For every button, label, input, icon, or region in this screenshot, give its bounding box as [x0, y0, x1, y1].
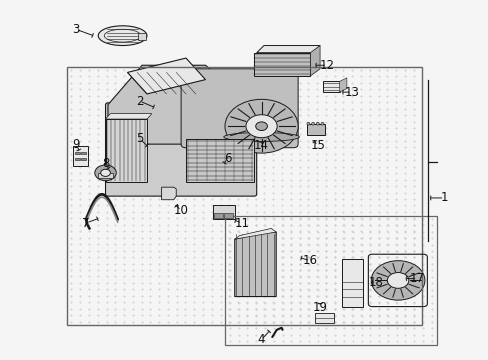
- Ellipse shape: [224, 132, 299, 141]
- FancyBboxPatch shape: [105, 103, 256, 196]
- Text: 3: 3: [72, 23, 80, 36]
- Polygon shape: [108, 65, 254, 144]
- Ellipse shape: [104, 29, 141, 42]
- Ellipse shape: [316, 122, 319, 125]
- Circle shape: [255, 122, 267, 131]
- Polygon shape: [310, 45, 320, 76]
- Text: 19: 19: [312, 301, 327, 314]
- Bar: [75, 158, 80, 160]
- Bar: [73, 146, 88, 166]
- Bar: [254, 53, 310, 76]
- Bar: [138, 33, 145, 40]
- Bar: [81, 158, 86, 160]
- Bar: [98, 173, 113, 178]
- Bar: [105, 119, 147, 182]
- Text: 6: 6: [223, 152, 231, 165]
- Polygon shape: [256, 45, 320, 53]
- Circle shape: [224, 99, 298, 153]
- Text: 1: 1: [440, 192, 447, 204]
- Text: 5: 5: [136, 132, 143, 145]
- Bar: [341, 259, 362, 307]
- Circle shape: [386, 273, 408, 288]
- Text: 7: 7: [82, 216, 90, 230]
- Text: 17: 17: [409, 272, 424, 285]
- Text: 14: 14: [254, 139, 268, 152]
- Bar: [213, 213, 222, 219]
- Bar: [81, 152, 86, 154]
- Circle shape: [245, 115, 277, 138]
- Polygon shape: [234, 232, 276, 297]
- Text: 13: 13: [344, 86, 359, 99]
- Bar: [212, 205, 234, 220]
- Text: 16: 16: [302, 254, 317, 267]
- Text: 4: 4: [257, 333, 265, 346]
- Bar: [306, 124, 325, 135]
- Ellipse shape: [98, 26, 147, 45]
- Bar: [75, 152, 80, 154]
- Polygon shape: [322, 81, 339, 92]
- Text: 10: 10: [173, 204, 188, 217]
- Bar: [224, 213, 232, 219]
- FancyBboxPatch shape: [181, 69, 298, 148]
- Bar: [66, 67, 422, 325]
- Ellipse shape: [306, 122, 309, 125]
- Polygon shape: [127, 58, 205, 94]
- Circle shape: [95, 165, 116, 181]
- Ellipse shape: [321, 122, 324, 125]
- Polygon shape: [161, 187, 176, 200]
- Text: 11: 11: [234, 216, 249, 230]
- Text: 12: 12: [319, 59, 334, 72]
- Bar: [315, 314, 333, 323]
- Polygon shape: [234, 228, 276, 239]
- Circle shape: [370, 261, 424, 300]
- Polygon shape: [185, 139, 254, 182]
- Circle shape: [101, 169, 110, 176]
- Ellipse shape: [311, 122, 314, 125]
- Polygon shape: [339, 78, 346, 92]
- Text: 2: 2: [136, 95, 143, 108]
- Text: 15: 15: [309, 139, 325, 152]
- Text: 8: 8: [102, 157, 109, 170]
- Polygon shape: [105, 114, 152, 119]
- Bar: [224, 216, 436, 345]
- Text: 9: 9: [72, 138, 80, 150]
- Text: 18: 18: [368, 276, 383, 289]
